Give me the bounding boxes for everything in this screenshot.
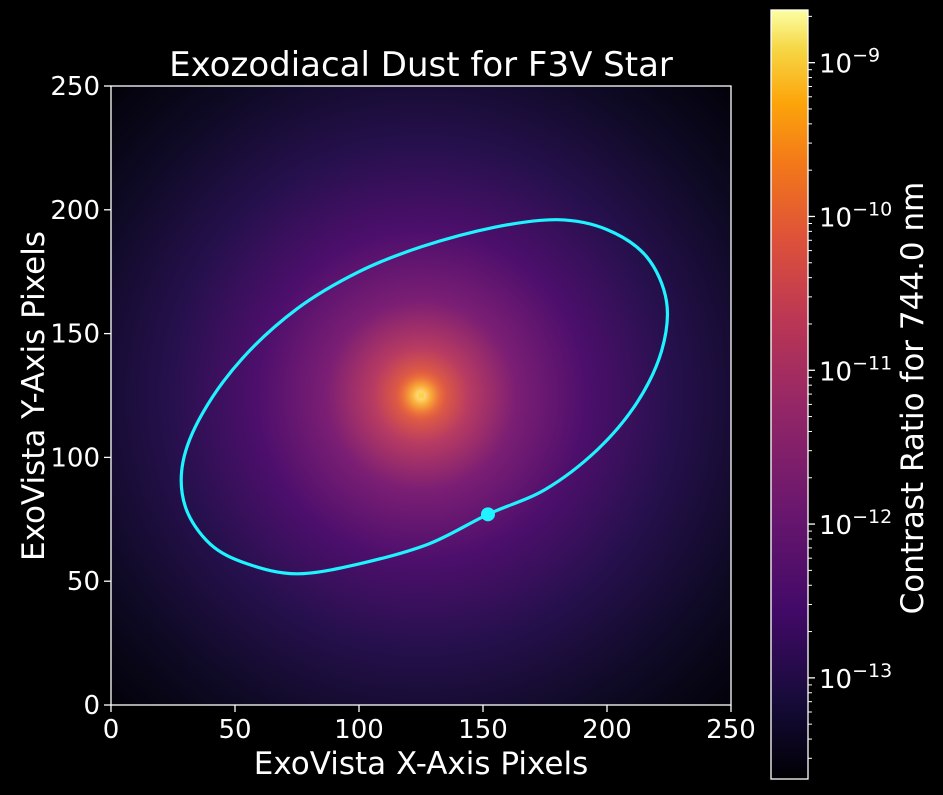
colorbar-tick-label: 10−12 [819, 506, 892, 541]
y-tick-label: 150 [50, 320, 100, 350]
y-axis-label: ExoVista Y-Axis Pixels [16, 231, 52, 561]
x-tick-label: 250 [706, 715, 756, 745]
colorbar-tick-label: 10−10 [819, 198, 892, 233]
plot-frame [110, 85, 732, 706]
colorbar-gradient [771, 10, 808, 779]
colorbar-tick-label: 10−11 [819, 352, 892, 387]
plot-area [111, 86, 731, 705]
y-tick-label: 0 [83, 691, 100, 721]
y-tick-label: 250 [50, 72, 100, 102]
y-tick-label: 100 [50, 443, 100, 473]
colorbar-label: Contrast Ratio for 744.0 nm [895, 182, 931, 615]
x-tick-label: 0 [103, 715, 120, 745]
x-tick-label: 100 [334, 715, 384, 745]
x-axis-label: ExoVista X-Axis Pixels [254, 746, 588, 782]
y-tick-label: 50 [67, 567, 100, 597]
star-marker [418, 392, 424, 399]
colorbar: 10−13 10−12 10−11 10−10 10−9 [770, 9, 892, 780]
planet-marker [480, 507, 495, 522]
x-tick-label: 150 [458, 715, 508, 745]
x-tick-label: 200 [582, 715, 632, 745]
chart-title: Exozodiacal Dust for F3V Star [169, 45, 673, 85]
y-tick-label: 200 [50, 196, 100, 226]
y-axis-ticks: 0 50 100 150 200 250 [50, 72, 111, 721]
colorbar-ticks: 10−13 10−12 10−11 10−10 10−9 [808, 15, 892, 759]
colorbar-tick-label: 10−9 [819, 45, 880, 80]
colorbar-tick-label: 10−13 [819, 660, 892, 695]
x-axis-ticks: 0 50 100 150 200 250 [103, 705, 756, 745]
orbit-ellipse [179, 218, 670, 576]
x-tick-label: 50 [218, 715, 251, 745]
